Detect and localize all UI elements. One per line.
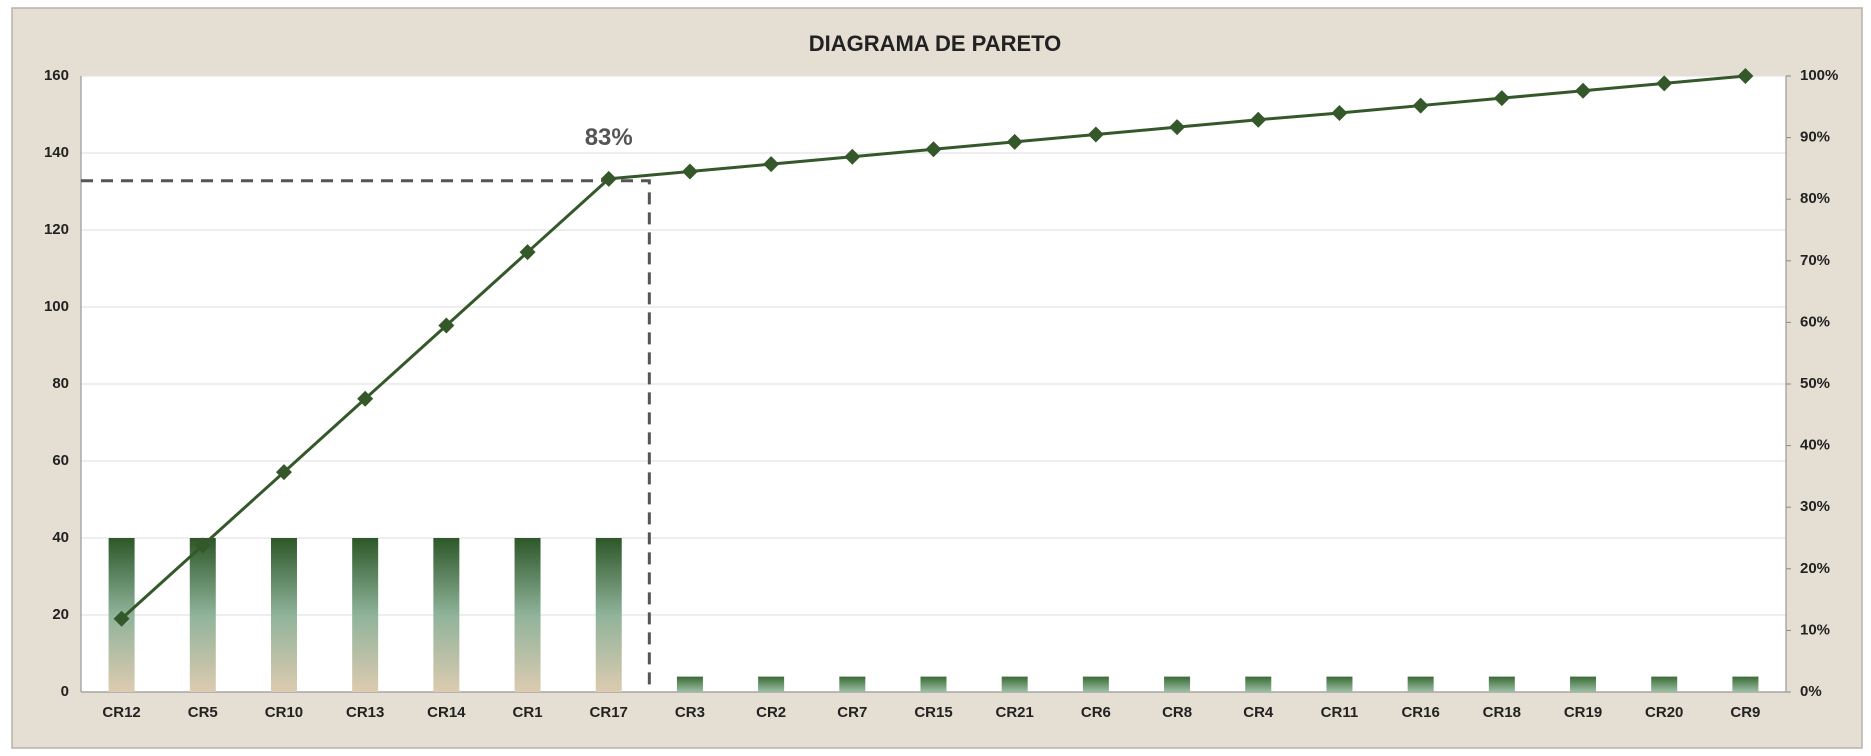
line-marker	[113, 610, 130, 627]
annotation-label: 83%	[585, 124, 633, 151]
x-tick-label: CR5	[188, 704, 218, 721]
y2-tick-label: 40%	[1800, 437, 1830, 454]
x-tick-label: CR17	[590, 704, 628, 721]
bar	[1732, 676, 1759, 692]
bar	[514, 538, 541, 692]
x-tick-label: CR4	[1243, 704, 1274, 721]
y-tick-label: 120	[44, 221, 69, 238]
y-tick-label: 20	[52, 606, 69, 623]
y-tick-label: 40	[52, 529, 69, 546]
line-marker	[1656, 75, 1673, 92]
bar	[920, 676, 947, 692]
bar	[839, 676, 866, 692]
bar	[270, 538, 297, 692]
line-marker	[1169, 119, 1186, 136]
y-tick-label: 100	[44, 298, 69, 315]
y2-tick-label: 100%	[1800, 67, 1838, 84]
bar	[1570, 676, 1597, 692]
annotation-guide	[81, 179, 651, 692]
x-tick-label: CR9	[1730, 704, 1760, 721]
x-tick-label: CR20	[1645, 704, 1683, 721]
x-tick-label: CR19	[1564, 704, 1602, 721]
x-tick-label: CR16	[1401, 704, 1439, 721]
bar	[1326, 676, 1353, 692]
bar	[1164, 676, 1191, 692]
line-marker	[1493, 90, 1510, 107]
bar	[1407, 676, 1434, 692]
x-tick-label: CR21	[996, 704, 1034, 721]
x-tick-label: CR18	[1483, 704, 1521, 721]
y2-tick-label: 50%	[1800, 375, 1830, 392]
line-marker	[1087, 126, 1104, 143]
y2-tick-label: 70%	[1800, 252, 1830, 269]
bar	[1651, 676, 1678, 692]
x-tick-label: CR8	[1162, 704, 1192, 721]
y-tick-label: 0	[61, 683, 69, 700]
bar	[433, 538, 460, 692]
y-tick-label: 80	[52, 375, 69, 392]
bar	[1245, 676, 1272, 692]
bar	[758, 676, 785, 692]
x-tick-label: CR3	[675, 704, 705, 721]
y-tick-label: 160	[44, 67, 69, 84]
bar	[352, 538, 379, 692]
bar	[676, 676, 703, 692]
y-tick-label: 60	[52, 452, 69, 469]
line-marker	[1737, 68, 1754, 84]
line-marker	[1412, 97, 1429, 114]
y2-tick-label: 0%	[1800, 683, 1822, 700]
x-tick-label: CR13	[346, 704, 384, 721]
x-tick-label: CR7	[837, 704, 867, 721]
line-marker	[600, 170, 617, 187]
bar	[189, 538, 216, 692]
x-tick-label: CR10	[265, 704, 303, 721]
line-marker	[438, 317, 455, 334]
line-marker	[1006, 133, 1023, 150]
line-marker	[763, 156, 780, 173]
chart-title: DIAGRAMA DE PARETO	[809, 31, 1062, 56]
y2-tick-label: 60%	[1800, 313, 1830, 330]
x-tick-label: CR15	[914, 704, 952, 721]
x-tick-label: CR2	[756, 704, 786, 721]
y2-tick-label: 90%	[1800, 129, 1830, 146]
line-marker	[519, 244, 536, 261]
x-tick-label: CR14	[427, 704, 466, 721]
y2-tick-label: 30%	[1800, 498, 1830, 515]
line-marker	[681, 163, 698, 180]
x-tick-label: CR1	[513, 704, 543, 721]
line-marker	[1331, 104, 1348, 121]
y2-tick-label: 80%	[1800, 190, 1830, 207]
x-tick-label: CR6	[1081, 704, 1111, 721]
line-marker	[275, 464, 292, 481]
line-marker	[1575, 82, 1592, 99]
x-tick-label: CR12	[102, 704, 140, 721]
bar	[595, 538, 622, 692]
line-marker	[357, 390, 374, 407]
bar	[1488, 676, 1515, 692]
y-tick-label: 140	[44, 144, 69, 161]
bar	[1082, 676, 1109, 692]
line-marker	[844, 148, 861, 165]
bar	[1001, 676, 1028, 692]
y2-tick-label: 10%	[1800, 621, 1830, 638]
line-marker	[194, 537, 211, 554]
line-marker	[925, 141, 942, 158]
line-marker	[1250, 111, 1267, 128]
y2-tick-label: 20%	[1800, 560, 1830, 577]
x-tick-label: CR11	[1321, 704, 1359, 721]
